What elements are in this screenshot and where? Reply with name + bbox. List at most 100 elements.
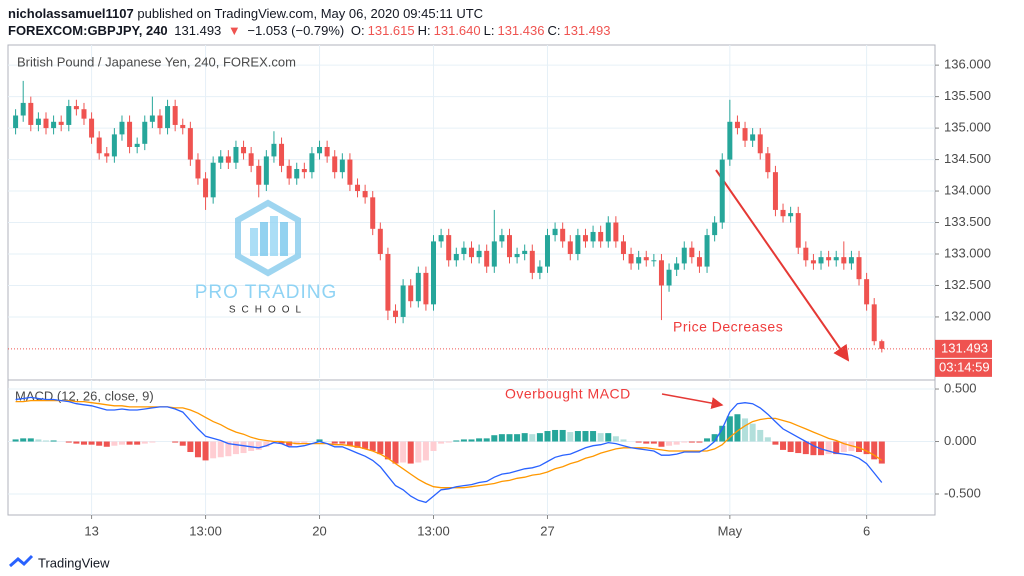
candle-body	[28, 102, 34, 125]
candle-body	[636, 257, 642, 264]
candle-body	[453, 253, 459, 261]
candle-body	[104, 153, 110, 157]
candle-body	[856, 257, 862, 280]
histogram-bar	[506, 434, 513, 442]
histogram-bar	[764, 437, 771, 442]
histogram-bar	[658, 441, 665, 447]
histogram-bar	[742, 418, 749, 442]
candle-body	[719, 159, 725, 223]
candle-body	[195, 159, 201, 179]
candle-body	[750, 134, 756, 141]
candle-body	[803, 247, 809, 261]
candle-body	[400, 285, 406, 317]
macd-line	[15, 396, 883, 504]
ohlc-value: 131.493	[563, 23, 611, 38]
candle-body	[43, 118, 49, 129]
x-tick-label: 13	[84, 523, 98, 538]
histogram-bar	[749, 423, 756, 442]
histogram-bar	[187, 441, 194, 453]
candle-body	[643, 257, 649, 261]
histogram-bar	[536, 433, 543, 442]
histogram-bar	[103, 441, 110, 447]
candle-body	[339, 159, 345, 173]
candle-body	[233, 146, 239, 163]
candle-body	[149, 115, 155, 122]
candle-body	[13, 115, 19, 129]
y-tick-label: 0.000	[944, 433, 977, 448]
histogram-bar	[369, 441, 376, 451]
candle-body	[613, 222, 619, 242]
candle-body	[514, 253, 520, 258]
histogram-bar	[430, 441, 437, 451]
histogram-bar	[590, 431, 597, 442]
histogram-bar	[559, 429, 566, 442]
histogram-bar	[871, 441, 878, 460]
candle-body	[810, 260, 816, 264]
histogram-bar	[111, 441, 118, 446]
histogram-bar	[772, 441, 779, 445]
histogram-bar	[704, 438, 711, 442]
header-line: FOREXCOM:GBPJPY, 240 131.493 ▼ −1.053 (−…	[8, 23, 616, 38]
candle-body	[423, 272, 429, 305]
histogram-bar	[225, 441, 232, 457]
histogram-bar	[734, 414, 741, 442]
candle-body	[96, 137, 102, 154]
candle-body	[818, 257, 824, 264]
histogram-bar	[50, 440, 57, 442]
candle-body	[20, 102, 26, 116]
chart-title: British Pound / Japanese Yen, 240, FOREX…	[17, 54, 296, 69]
candle-body	[560, 228, 566, 242]
candle-body	[704, 235, 710, 267]
ohlc-value: 131.436	[497, 23, 545, 38]
histogram-bar	[422, 441, 429, 461]
candle-body	[157, 115, 163, 129]
histogram-bar	[194, 441, 201, 458]
histogram-bar	[210, 441, 217, 459]
ohlc-label: H:	[417, 23, 431, 38]
candle-body	[689, 247, 695, 258]
x-tick-label: 20	[312, 523, 326, 538]
histogram-bar	[643, 441, 650, 444]
y-tick-label: 133.000	[944, 245, 991, 260]
candle-body	[317, 146, 323, 154]
histogram-bar	[134, 441, 141, 445]
candle-body	[438, 235, 444, 242]
candle-body	[165, 106, 171, 129]
histogram-bar	[438, 441, 445, 444]
histogram-bar	[217, 441, 224, 458]
histogram-bar	[491, 435, 498, 442]
candle-body	[263, 156, 269, 185]
histogram-bar	[711, 434, 718, 442]
countdown: 03:14:59	[939, 359, 990, 374]
chart-frame	[7, 44, 936, 516]
histogram-bar	[757, 429, 764, 442]
candle-body	[674, 263, 680, 270]
candle-body	[248, 153, 254, 166]
y-tick-label: 136.000	[944, 57, 991, 72]
histogram-bar	[118, 441, 125, 445]
candle-body	[598, 231, 604, 242]
candle-body	[461, 247, 467, 254]
candle-body	[370, 197, 376, 229]
histogram-bar	[415, 441, 422, 463]
histogram-bar	[597, 433, 604, 442]
candle-body	[172, 106, 178, 125]
candle-body	[134, 143, 140, 147]
histogram-bar	[240, 441, 247, 454]
candle-body	[271, 143, 277, 157]
footer-logo	[9, 554, 34, 568]
x-tick-label: 6	[863, 523, 870, 538]
y-tick-label: 135.000	[944, 120, 991, 135]
histogram-bar	[514, 434, 521, 442]
histogram-bar	[88, 441, 95, 445]
histogram-bar	[286, 441, 293, 446]
candle-body	[765, 153, 771, 173]
histogram-bar	[460, 439, 467, 442]
candle-body	[666, 269, 672, 286]
candle-body	[871, 304, 877, 342]
candle-body	[788, 213, 794, 217]
histogram-bar	[172, 441, 179, 443]
x-tick-label: 13:00	[417, 523, 450, 538]
ohlc-label: C:	[547, 23, 561, 38]
histogram-bar	[453, 440, 460, 442]
